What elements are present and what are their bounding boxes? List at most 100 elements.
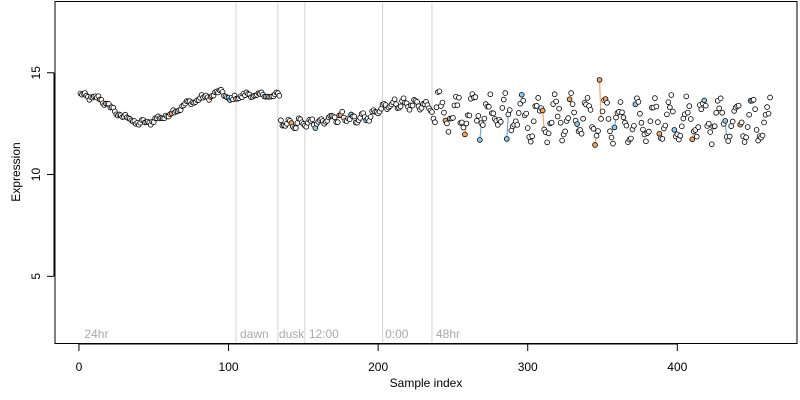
data-point: [502, 90, 509, 96]
data-point: [631, 122, 637, 129]
data-point: [497, 119, 504, 125]
data-point: [750, 96, 757, 103]
period-annotations: 24hr dawn dusk 12:00 0:00 48hr: [84, 327, 460, 341]
data-point: [533, 103, 540, 109]
data-point: [689, 136, 696, 143]
data-point: [490, 110, 497, 117]
data-point: [472, 94, 479, 100]
data-point: [729, 118, 736, 125]
data-point: [643, 138, 649, 145]
data-point: [759, 132, 766, 139]
series-line-segment: [506, 114, 509, 139]
y-tick-label: 10: [29, 168, 43, 182]
data-point: [518, 92, 525, 98]
data-point: [693, 133, 700, 140]
data-point: [539, 107, 546, 114]
data-point: [487, 91, 494, 98]
data-point: [713, 109, 720, 116]
data-point: [677, 132, 684, 139]
data-point: [460, 124, 467, 131]
period-annotation: 12:00: [309, 327, 339, 341]
y-axis: 5 10 15: [29, 66, 55, 280]
data-point: [686, 103, 693, 109]
data-point: [480, 122, 486, 128]
data-point: [684, 109, 691, 116]
data-point: [578, 130, 585, 137]
data-point: [659, 136, 666, 142]
period-annotation: 24hr: [84, 327, 108, 341]
data-point: [535, 95, 541, 101]
data-point: [656, 130, 663, 137]
data-points: [77, 77, 773, 148]
data-point: [433, 104, 440, 111]
data-point: [687, 116, 694, 122]
data-point: [351, 113, 357, 120]
data-point: [617, 99, 624, 105]
period-separators: [235, 1, 433, 344]
data-point: [764, 104, 770, 110]
data-point: [735, 102, 742, 109]
period-annotation: dusk: [279, 327, 305, 341]
y-tick-label: 5: [29, 273, 43, 280]
data-point: [705, 120, 712, 127]
data-point: [562, 128, 568, 135]
x-axis: 0 100 200 300 400: [76, 343, 688, 374]
data-point: [683, 93, 690, 100]
data-point: [331, 114, 338, 121]
data-point: [765, 110, 772, 117]
data-point: [752, 106, 758, 112]
data-point: [761, 119, 767, 126]
period-annotation: 0:00: [385, 327, 409, 341]
data-point: [523, 110, 530, 117]
data-point: [569, 101, 576, 107]
data-point: [441, 109, 447, 116]
data-point: [524, 125, 531, 131]
data-point: [548, 119, 555, 126]
data-point: [409, 102, 416, 109]
data-point: [503, 136, 510, 142]
data-point: [607, 128, 613, 135]
data-point: [708, 141, 715, 148]
data-point: [527, 138, 534, 145]
data-point: [722, 118, 728, 124]
period-annotation: 48hr: [436, 327, 460, 341]
data-point: [711, 123, 718, 130]
data-point: [613, 114, 619, 121]
data-point: [671, 127, 678, 133]
data-point: [646, 128, 652, 135]
data-point: [477, 137, 483, 143]
data-point: [506, 107, 513, 113]
data-point: [466, 112, 473, 119]
data-point: [670, 108, 676, 115]
x-tick-label: 400: [667, 360, 687, 374]
data-point: [619, 109, 625, 116]
data-point: [551, 91, 558, 98]
data-point: [574, 121, 580, 127]
data-point: [481, 115, 488, 122]
data-point: [391, 96, 398, 103]
data-point: [716, 105, 723, 112]
x-tick-label: 300: [518, 360, 538, 374]
data-point: [565, 115, 571, 121]
data-point: [717, 95, 724, 102]
data-point: [584, 95, 591, 101]
data-point: [367, 114, 374, 120]
data-point: [667, 104, 673, 111]
data-point: [655, 119, 661, 125]
data-point: [397, 103, 404, 110]
data-point: [728, 123, 734, 129]
data-point: [436, 88, 443, 95]
data-point: [556, 105, 562, 112]
data-point: [753, 127, 760, 133]
data-point: [628, 135, 634, 142]
data-point: [596, 77, 603, 83]
data-point: [334, 119, 341, 125]
x-tick-label: 0: [76, 360, 83, 374]
data-point: [679, 123, 685, 130]
data-point: [604, 99, 610, 106]
data-point: [571, 109, 577, 116]
data-point: [726, 133, 733, 140]
data-point: [653, 103, 660, 110]
data-point: [598, 116, 604, 122]
